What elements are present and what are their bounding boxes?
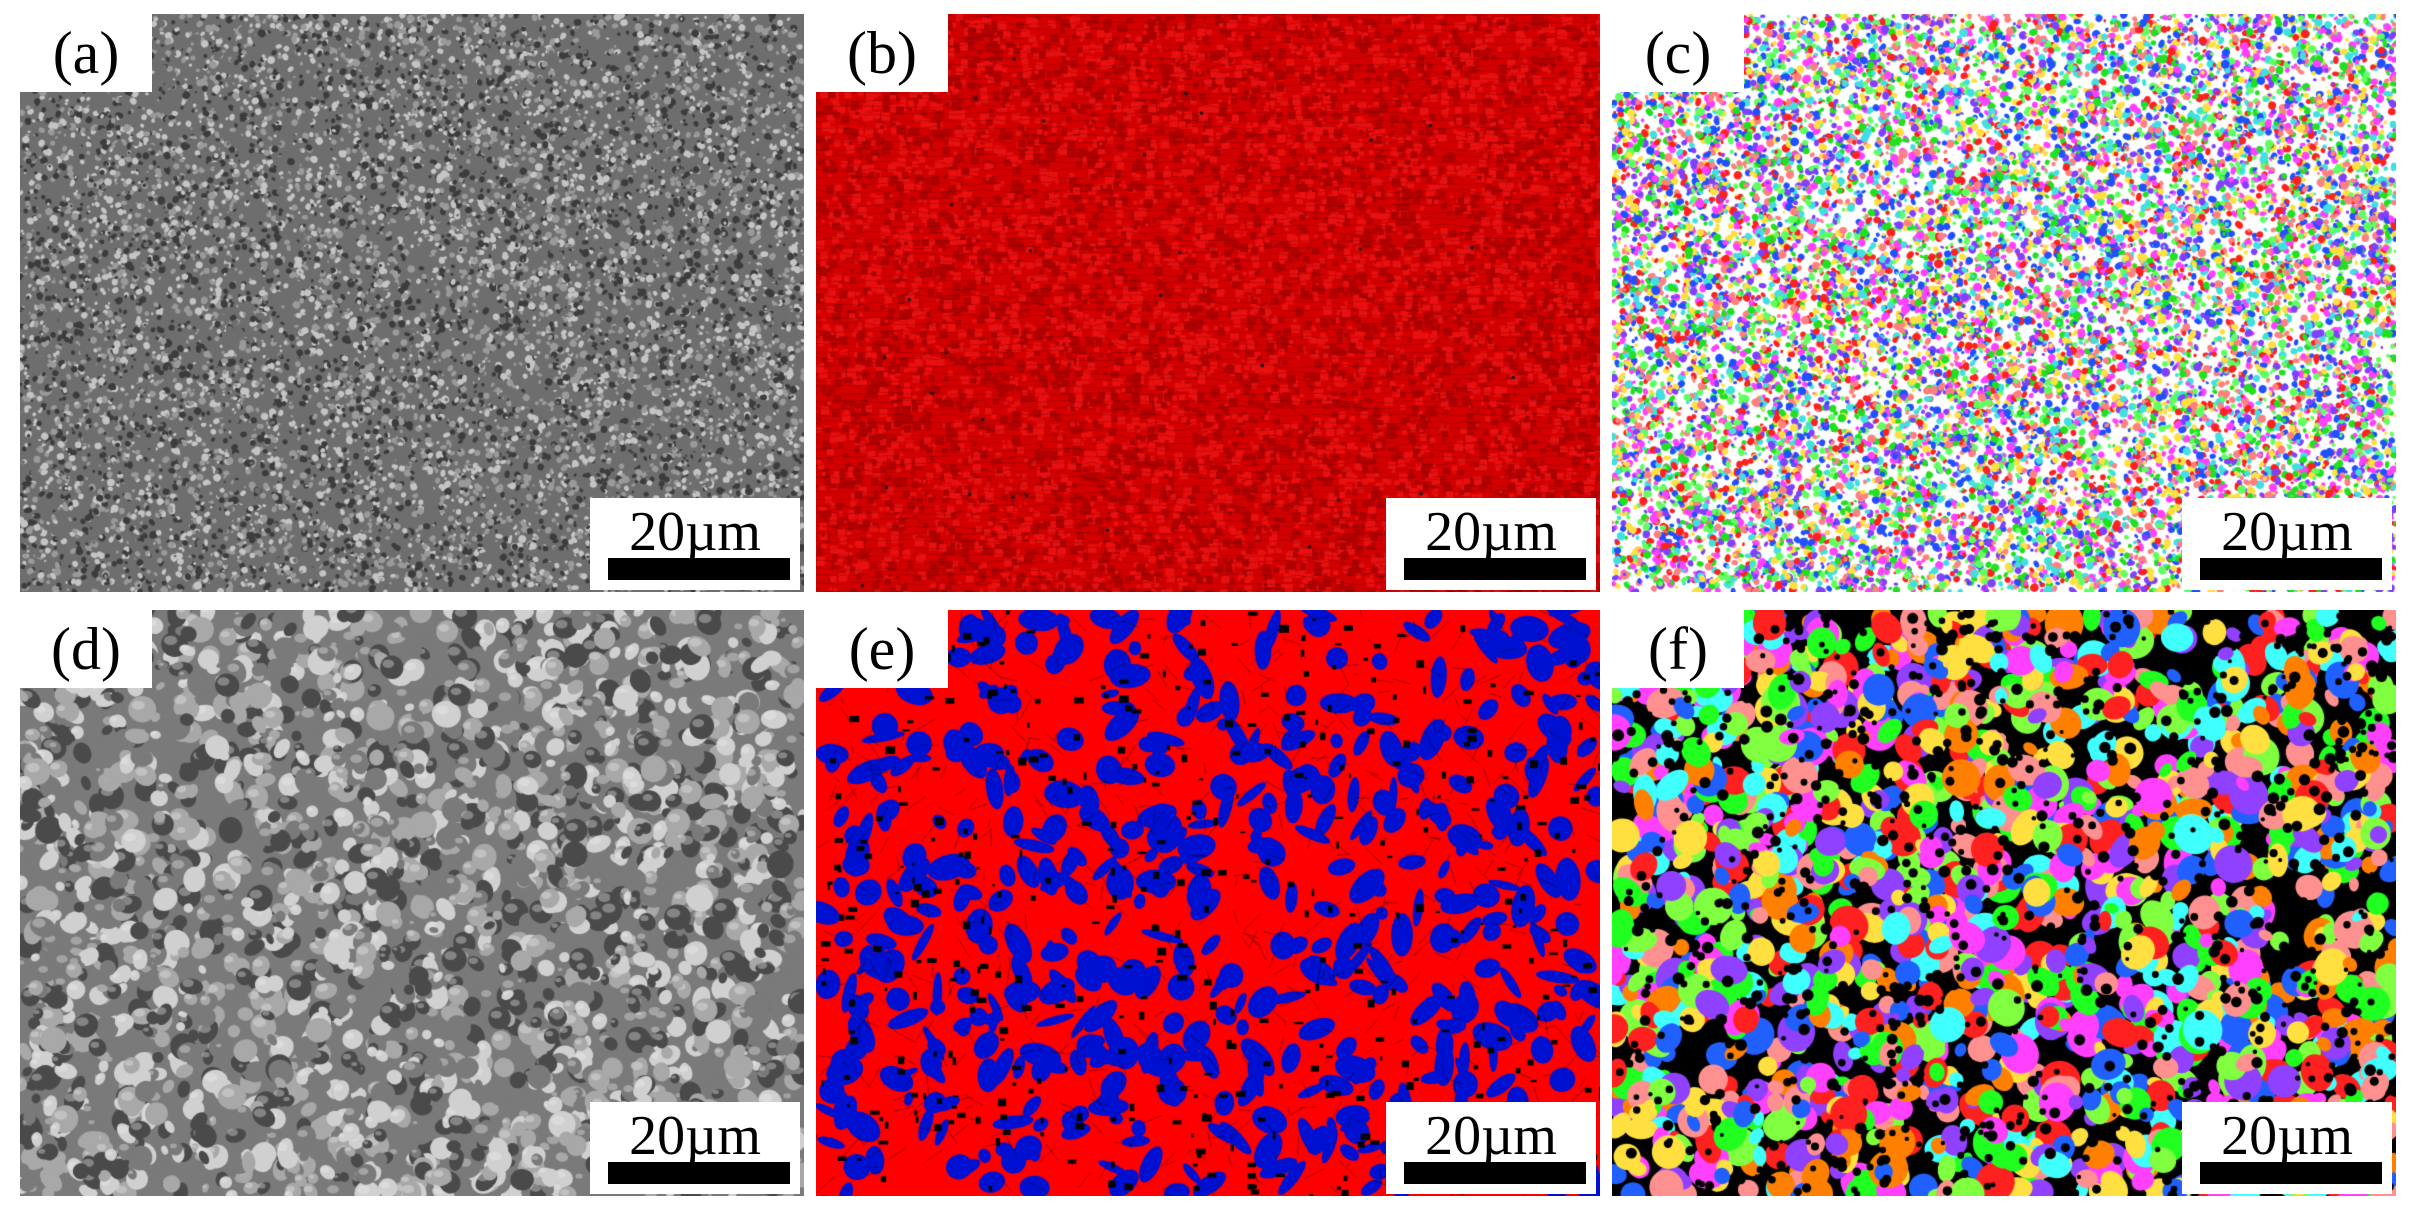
scale-bar-line-b xyxy=(1404,558,1586,580)
panel-f: (f) 20µm xyxy=(1612,610,2396,1196)
panel-label-c: (c) xyxy=(1612,14,1744,92)
scale-bar-line-f xyxy=(2200,1162,2382,1184)
phase-map-image-e xyxy=(816,610,1600,1196)
panel-label-f: (f) xyxy=(1612,610,1744,688)
panel-e: (e) 20µm xyxy=(816,610,1600,1196)
orientation-map-image-f xyxy=(1612,610,2396,1196)
orientation-map-image-c xyxy=(1612,14,2396,592)
panel-b: (b) 20µm xyxy=(816,14,1600,592)
scale-bar-text-a: 20µm xyxy=(629,501,761,563)
scale-bar-e: 20µm xyxy=(1386,1102,1596,1194)
scale-bar-line-d xyxy=(608,1162,790,1184)
micrograph-image-a xyxy=(20,14,804,592)
phase-map-image-b xyxy=(816,14,1600,592)
micrograph-image-d xyxy=(20,610,804,1196)
panel-a: (a) 20µm xyxy=(20,14,804,592)
panel-d: (d) 20µm xyxy=(20,610,804,1196)
scale-bar-d: 20µm xyxy=(590,1102,800,1194)
scale-bar-c: 20µm xyxy=(2182,498,2392,590)
panel-c: (c) 20µm xyxy=(1612,14,2396,592)
scale-bar-text-c: 20µm xyxy=(2221,501,2353,563)
panel-label-e: (e) xyxy=(816,610,948,688)
scale-bar-line-c xyxy=(2200,558,2382,580)
scale-bar-line-a xyxy=(608,558,790,580)
scale-bar-text-b: 20µm xyxy=(1425,501,1557,563)
panel-label-d: (d) xyxy=(20,610,152,688)
scale-bar-text-e: 20µm xyxy=(1425,1105,1557,1167)
scale-bar-text-d: 20µm xyxy=(629,1105,761,1167)
panel-label-b: (b) xyxy=(816,14,948,92)
scale-bar-b: 20µm xyxy=(1386,498,1596,590)
scale-bar-a: 20µm xyxy=(590,498,800,590)
panel-label-a: (a) xyxy=(20,14,152,92)
scale-bar-f: 20µm xyxy=(2182,1102,2392,1194)
scale-bar-text-f: 20µm xyxy=(2221,1105,2353,1167)
scale-bar-line-e xyxy=(1404,1162,1586,1184)
